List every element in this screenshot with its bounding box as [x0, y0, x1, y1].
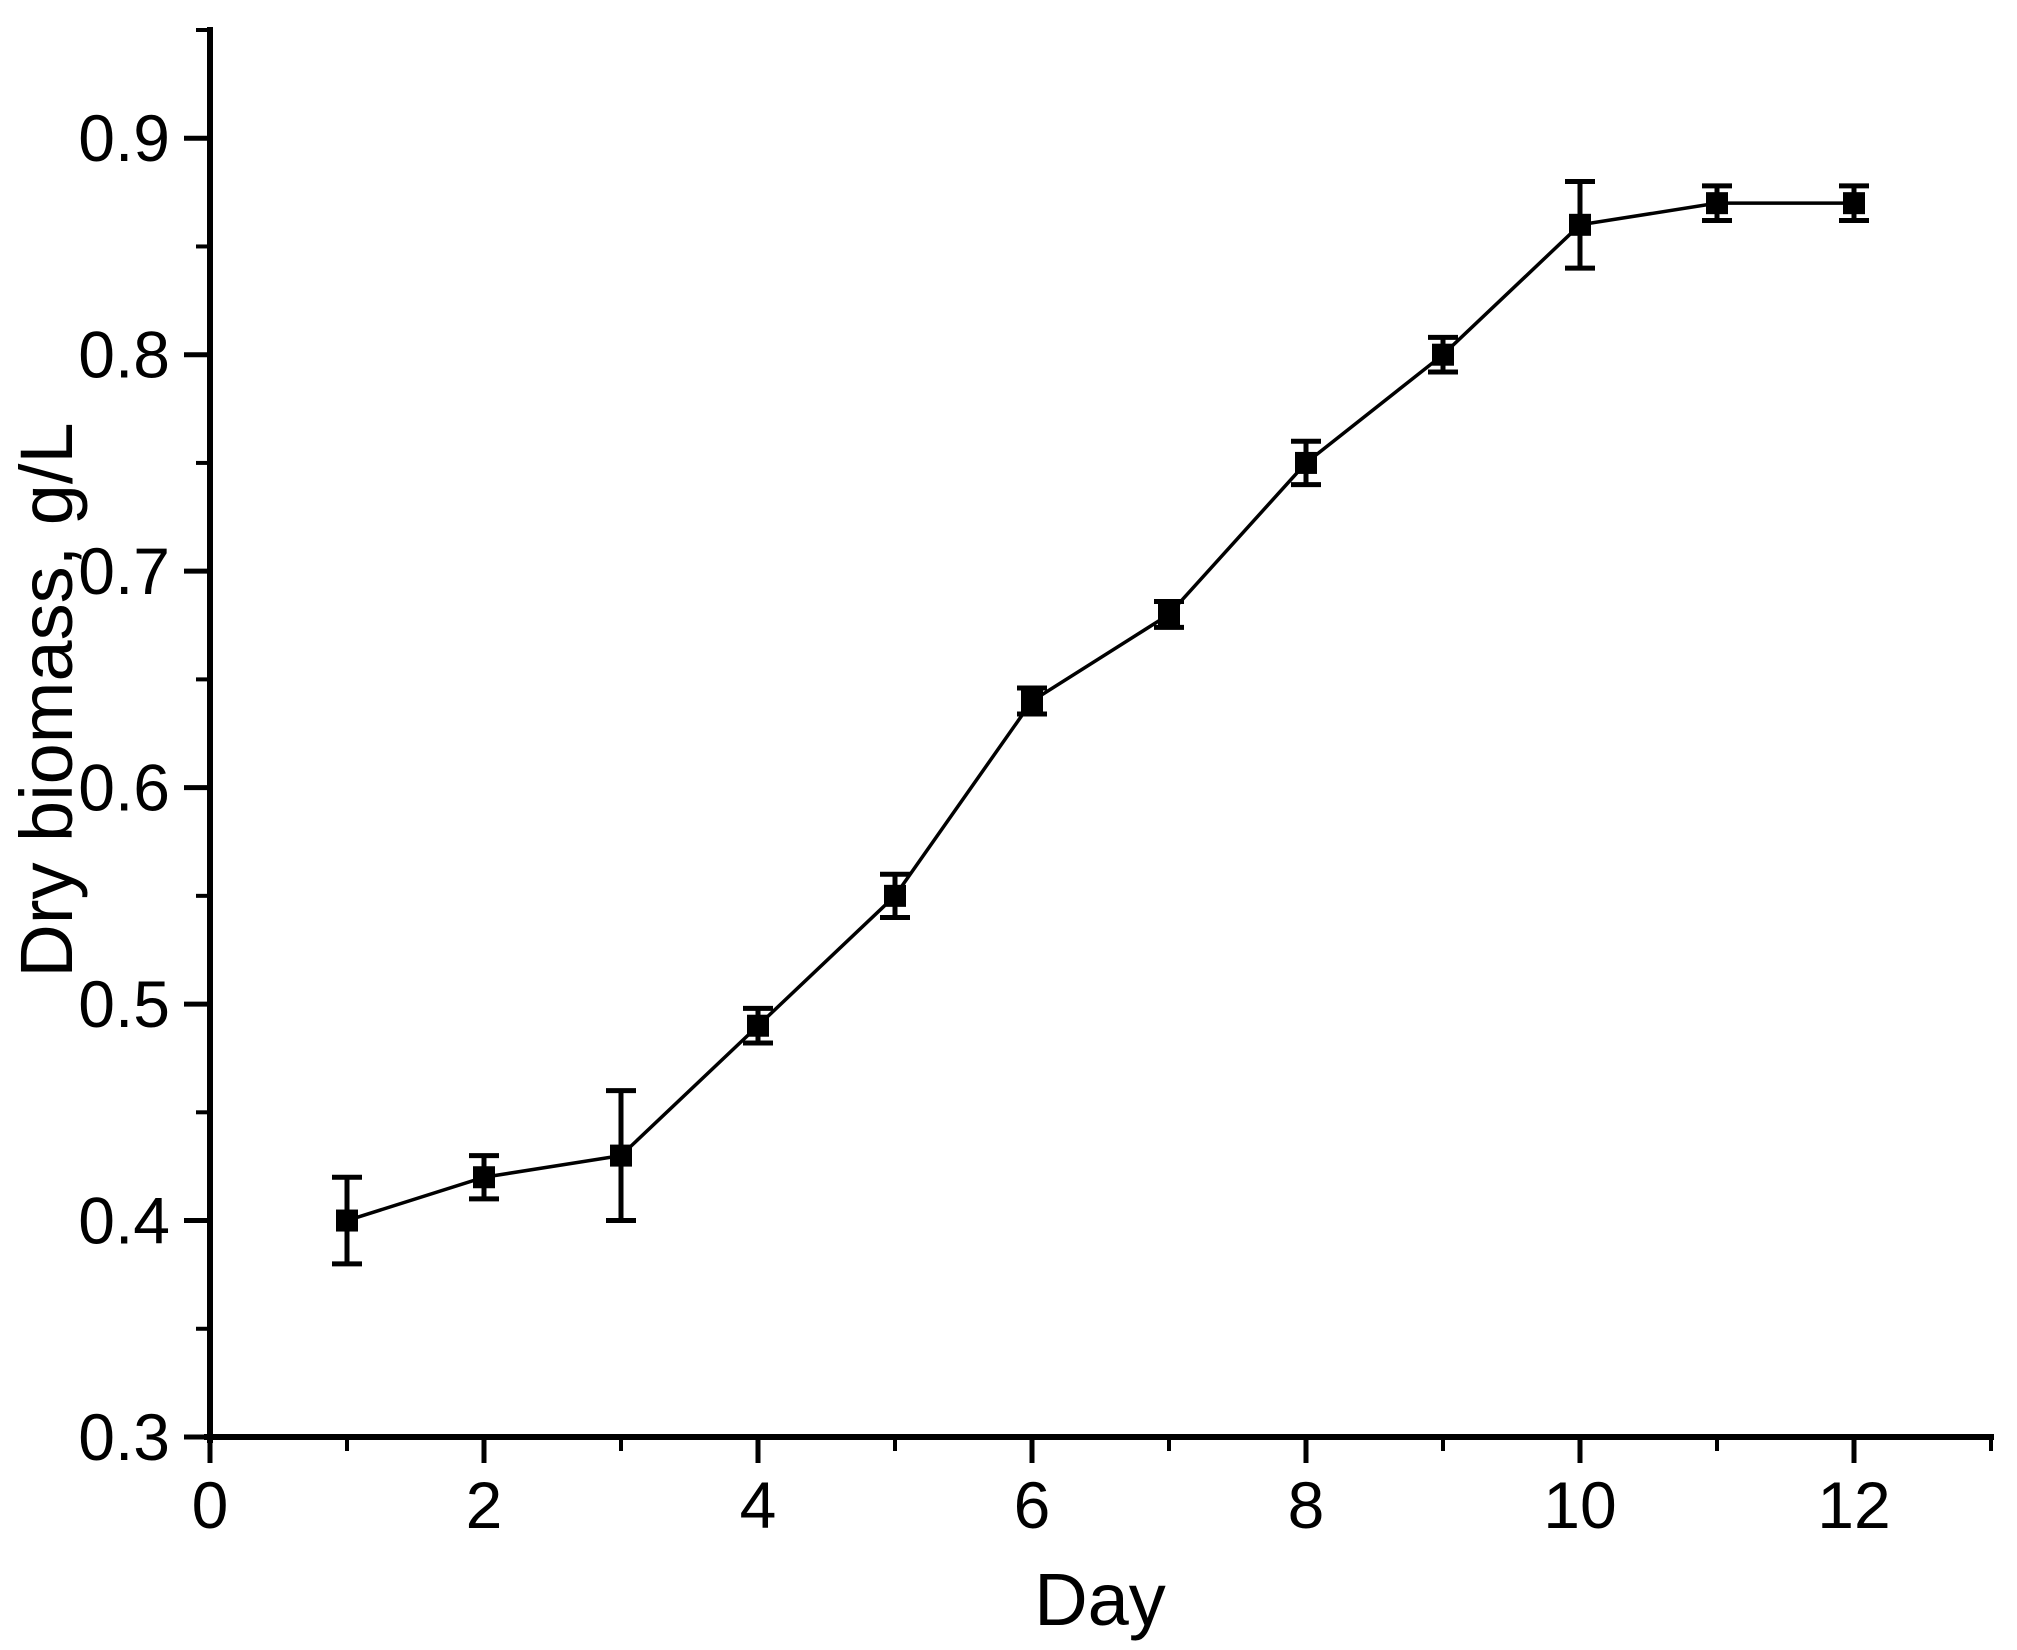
- data-point-marker: [1569, 213, 1591, 236]
- y-tick-label: 0.8: [78, 318, 170, 392]
- x-tick-label: 2: [466, 1468, 503, 1542]
- data-point-marker: [1021, 690, 1043, 713]
- data-point-marker: [747, 1014, 769, 1037]
- data-point-marker: [884, 884, 906, 907]
- y-tick-label: 0.5: [78, 967, 170, 1041]
- y-tick-label: 0.6: [78, 751, 170, 825]
- data-point-marker: [473, 1166, 495, 1189]
- data-point-marker: [1158, 603, 1180, 626]
- y-tick-label: 0.9: [78, 101, 170, 175]
- data-point-marker: [1843, 192, 1865, 215]
- data-point-marker: [1432, 343, 1454, 366]
- y-axis-title: Dry biomass, g/L: [5, 422, 88, 977]
- y-tick-label: 0.4: [78, 1184, 170, 1258]
- axes: 0 2 4 6 8 10 12 0.3 0.4 0.5 0.6 0.7 0.8 0.9: [78, 27, 1994, 1542]
- data-point-marker: [1706, 192, 1728, 215]
- x-tick-label: 0: [192, 1468, 229, 1542]
- x-tick-label: 4: [740, 1468, 777, 1542]
- data-point-marker: [610, 1144, 632, 1167]
- y-tick-label: 0.3: [78, 1400, 170, 1474]
- data-point-marker: [1295, 451, 1317, 474]
- data-series: [332, 179, 1869, 1267]
- data-point-marker: [336, 1209, 358, 1232]
- data-line: [346, 201, 1854, 1223]
- x-tick-label: 6: [1014, 1468, 1051, 1542]
- x-tick-label: 8: [1288, 1468, 1325, 1542]
- x-tick-label: 10: [1543, 1468, 1616, 1542]
- x-tick-label: 12: [1817, 1468, 1890, 1542]
- x-axis-title: Day: [1034, 1558, 1166, 1641]
- y-tick-label: 0.7: [78, 534, 170, 608]
